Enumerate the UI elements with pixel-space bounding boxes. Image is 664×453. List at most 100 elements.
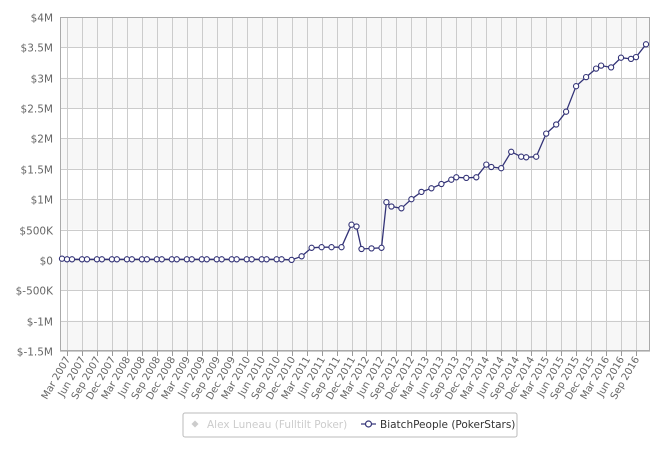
- data-point[interactable]: [562, 108, 570, 115]
- data-point[interactable]: [203, 256, 210, 263]
- data-point[interactable]: [383, 199, 390, 206]
- data-point[interactable]: [58, 255, 66, 262]
- data-point[interactable]: [508, 148, 515, 155]
- data-point[interactable]: [338, 244, 345, 251]
- data-point[interactable]: [523, 154, 530, 161]
- data-point[interactable]: [318, 244, 325, 251]
- data-point[interactable]: [308, 244, 315, 251]
- y-tick-label: $3.5M: [21, 43, 53, 55]
- data-point[interactable]: [78, 256, 86, 263]
- y-tick-label: $2.5M: [21, 104, 53, 116]
- data-point[interactable]: [368, 245, 375, 252]
- y-tick-label: $0: [40, 256, 53, 268]
- data-point[interactable]: [183, 256, 190, 263]
- diamond-marker-icon: [191, 420, 199, 428]
- y-tick-label: $-1.5M: [17, 347, 53, 359]
- legend-label-alex-luneau: Alex Luneau (Fulltilt Poker): [207, 419, 347, 431]
- data-point[interactable]: [428, 185, 435, 192]
- data-point[interactable]: [592, 65, 600, 72]
- data-point[interactable]: [408, 196, 415, 203]
- data-point[interactable]: [398, 205, 405, 212]
- circle-marker-icon: [364, 420, 373, 428]
- plot-band: [60, 17, 650, 48]
- legend-box: [182, 412, 518, 438]
- data-point[interactable]: [113, 256, 121, 263]
- data-point[interactable]: [158, 256, 165, 263]
- data-point[interactable]: [188, 256, 195, 263]
- data-point[interactable]: [388, 203, 395, 210]
- plot-band: [60, 77, 650, 109]
- plot-background: [60, 17, 650, 351]
- data-point[interactable]: [463, 174, 470, 182]
- legend-item-biatchpeople[interactable]: BiatchPeople (PokerStars): [361, 419, 515, 431]
- data-point[interactable]: [298, 253, 305, 260]
- data-point[interactable]: [488, 163, 495, 171]
- data-point[interactable]: [278, 256, 285, 263]
- data-point[interactable]: [533, 153, 540, 160]
- data-point[interactable]: [448, 176, 455, 183]
- data-point[interactable]: [98, 256, 106, 263]
- data-point[interactable]: [418, 188, 425, 196]
- data-point[interactable]: [143, 256, 151, 263]
- y-tick-label: $-1M: [27, 317, 53, 329]
- data-point[interactable]: [273, 256, 280, 263]
- data-point[interactable]: [168, 256, 175, 263]
- data-point[interactable]: [328, 244, 335, 251]
- data-point[interactable]: [473, 174, 480, 181]
- data-point[interactable]: [153, 256, 160, 263]
- y-tick-label: $2M: [31, 134, 53, 146]
- data-point[interactable]: [597, 62, 605, 69]
- data-point[interactable]: [498, 165, 505, 172]
- data-point[interactable]: [138, 256, 146, 263]
- data-point[interactable]: [213, 256, 220, 263]
- data-point[interactable]: [553, 121, 560, 128]
- series-layer: [58, 41, 650, 264]
- plot-band: [60, 138, 650, 169]
- data-point[interactable]: [627, 55, 635, 63]
- data-point[interactable]: [632, 53, 640, 61]
- y-tick-label: $4M: [31, 13, 53, 25]
- y-tick-label: $-500K: [16, 286, 55, 298]
- data-point[interactable]: [243, 256, 250, 263]
- data-point[interactable]: [582, 73, 590, 81]
- data-point[interactable]: [617, 54, 625, 61]
- data-point[interactable]: [263, 256, 270, 263]
- data-point[interactable]: [173, 256, 180, 263]
- y-axis: $4M $3.5M $3M $2.5M $2M $1.5M $1M $500K $0 $-500K…: [16, 13, 55, 359]
- plot-border: [60, 17, 650, 351]
- legend-item-alex-luneau[interactable]: Alex Luneau (Fulltilt Poker): [191, 419, 348, 431]
- data-point[interactable]: [123, 256, 131, 263]
- data-point[interactable]: [453, 174, 460, 181]
- data-point[interactable]: [93, 256, 101, 263]
- data-point[interactable]: [438, 180, 445, 188]
- data-point[interactable]: [642, 41, 650, 48]
- data-point[interactable]: [128, 256, 136, 263]
- data-point[interactable]: [607, 64, 615, 71]
- data-point[interactable]: [288, 256, 295, 264]
- plot-grid: [60, 17, 650, 352]
- data-point[interactable]: [518, 153, 525, 160]
- data-point[interactable]: [348, 221, 355, 228]
- y-tick-label: $1.5M: [21, 165, 53, 177]
- data-point[interactable]: [108, 256, 116, 263]
- data-point[interactable]: [358, 245, 365, 253]
- series-1: [58, 41, 650, 264]
- data-point[interactable]: [378, 244, 385, 251]
- data-point[interactable]: [248, 256, 255, 263]
- data-point[interactable]: [543, 130, 550, 137]
- data-point[interactable]: [218, 256, 225, 263]
- y-tick-label: $1M: [31, 195, 53, 207]
- data-point[interactable]: [572, 83, 580, 90]
- plot-band: [60, 259, 650, 291]
- data-point[interactable]: [228, 256, 235, 263]
- data-point[interactable]: [83, 256, 91, 263]
- data-point[interactable]: [483, 161, 490, 168]
- data-point[interactable]: [68, 256, 76, 263]
- data-point[interactable]: [233, 256, 240, 263]
- data-point[interactable]: [353, 223, 360, 230]
- data-point[interactable]: [198, 256, 205, 263]
- data-point[interactable]: [63, 256, 71, 263]
